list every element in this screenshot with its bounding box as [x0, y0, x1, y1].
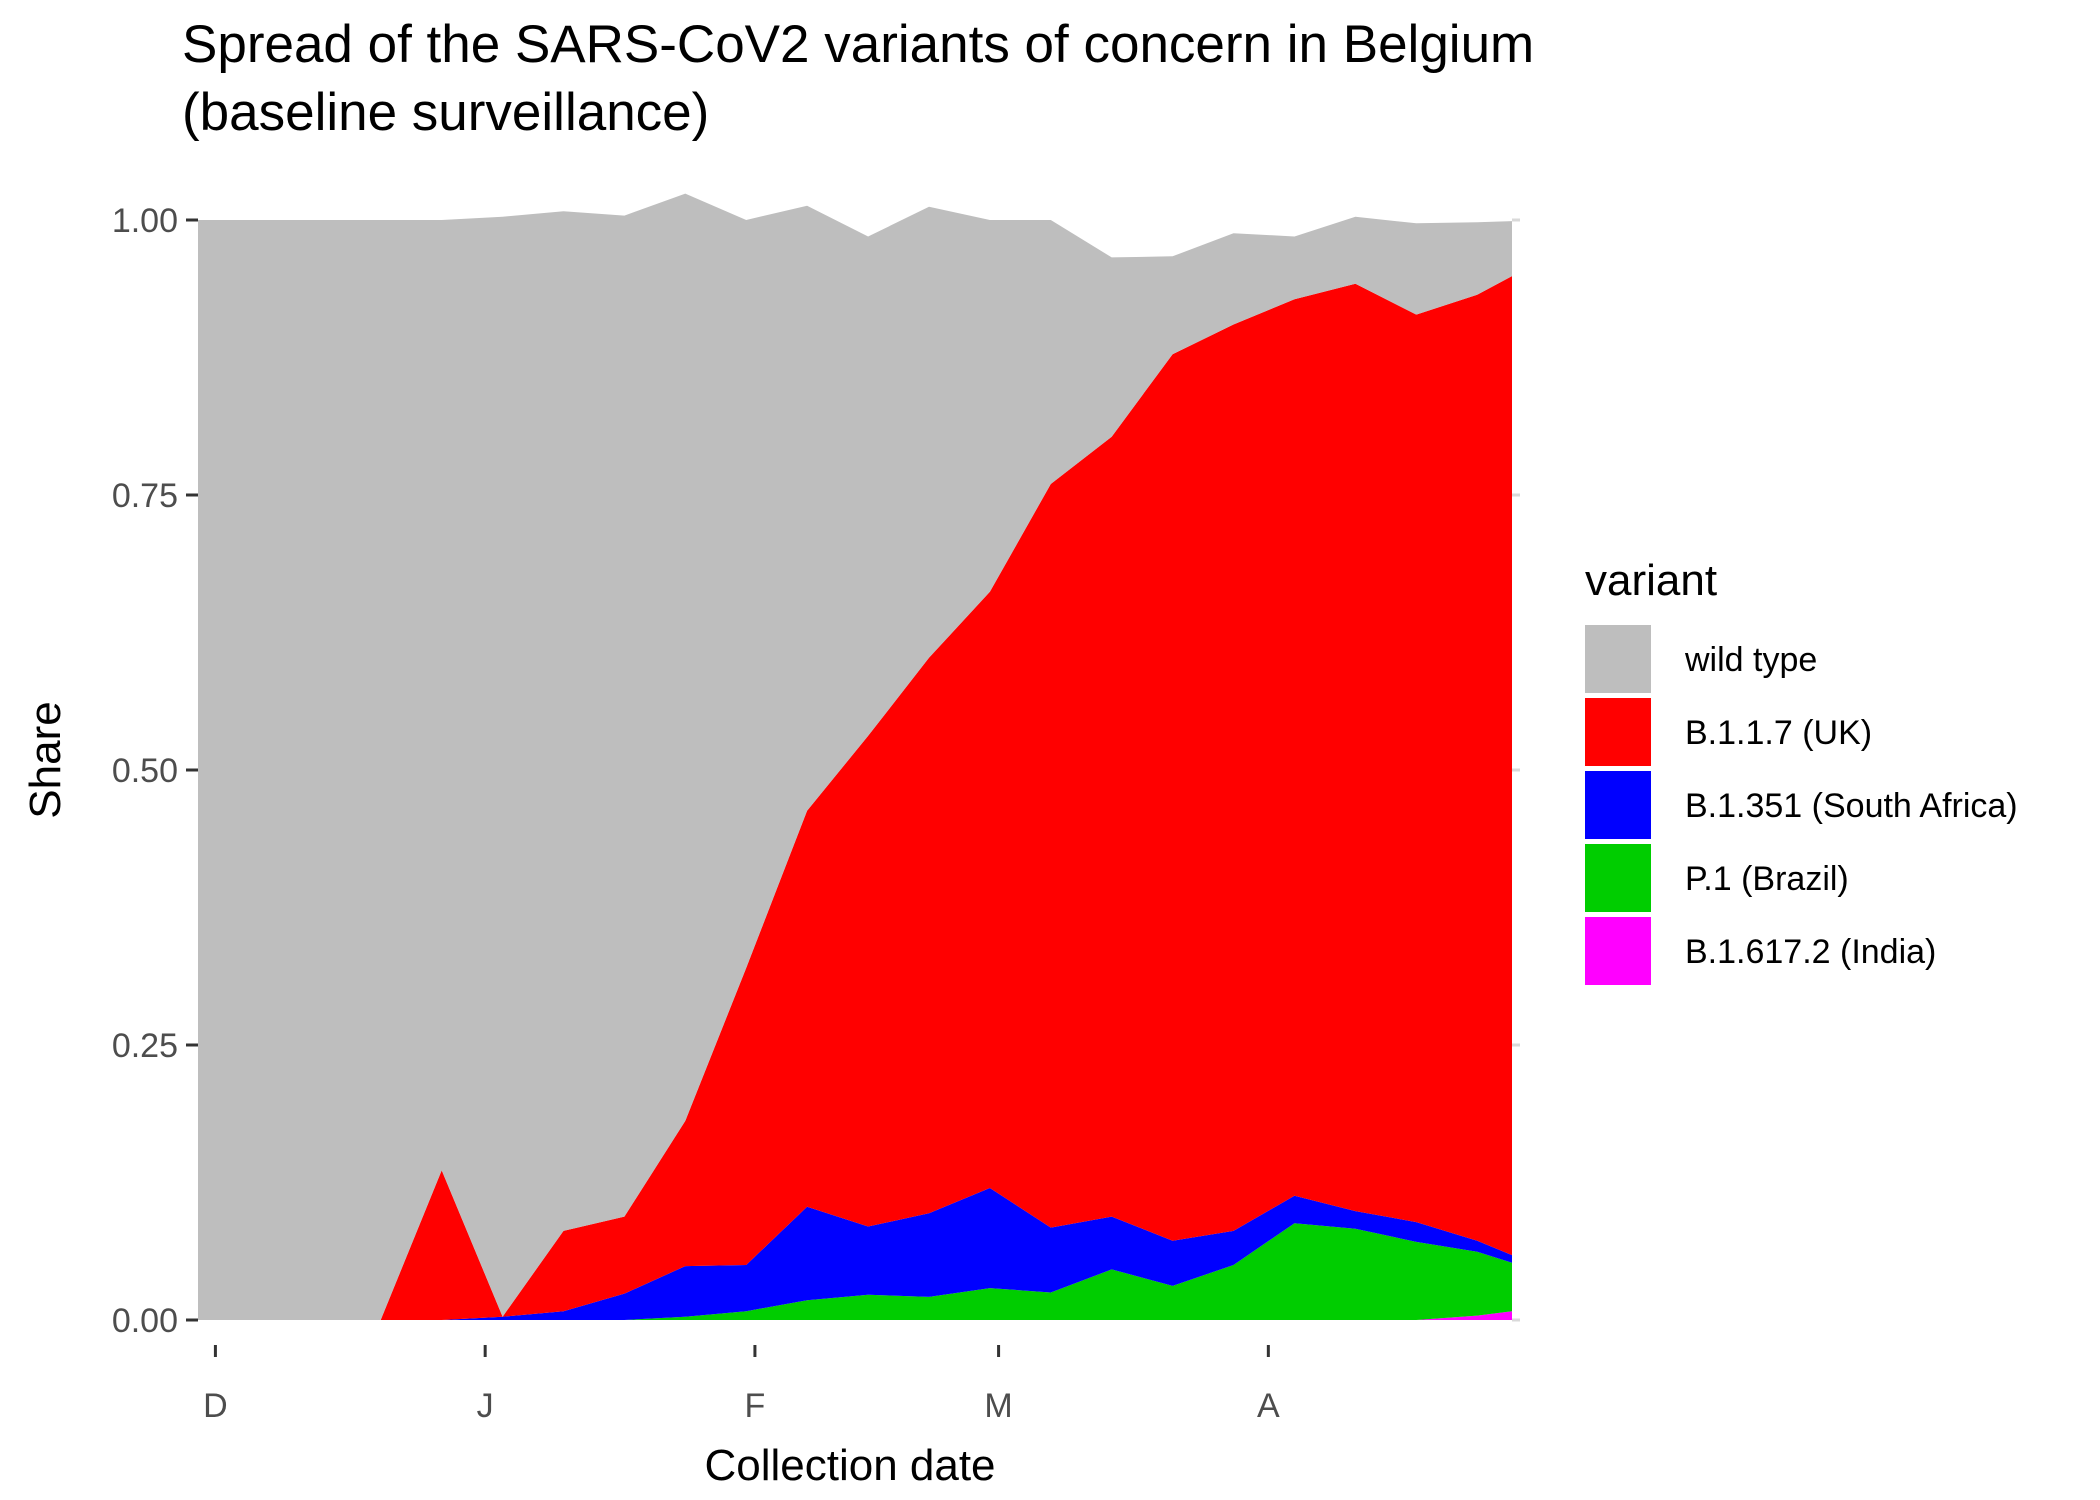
area-b-1-351-south-africa: [198, 1188, 1512, 1320]
y-axis-title: Share: [21, 701, 70, 818]
legend-swatch-b-1-1-7-uk: [1585, 698, 1651, 766]
legend-swatch-b-1-617-2-india: [1585, 917, 1651, 985]
y-tick-label: 0.75: [112, 477, 178, 515]
x-tick-label: J: [477, 1387, 494, 1425]
area-wild-type: [198, 193, 1512, 1321]
x-tick-label: D: [203, 1387, 228, 1425]
legend-swatch-wild-type: [1585, 625, 1651, 693]
legend-swatch-p-1-brazil: [1585, 844, 1651, 912]
x-axis-title: Collection date: [704, 1441, 995, 1490]
y-tick-label: 0.00: [112, 1302, 178, 1340]
legend-label-wild-type: wild type: [1684, 641, 1817, 679]
axes: 0.00 0.25 0.50 0.75 1.00 D J F M A: [112, 202, 1520, 1425]
x-tick-label: A: [1257, 1387, 1280, 1425]
legend-label-b-1-617-2-india: B.1.617.2 (India): [1685, 933, 1936, 971]
y-tick-label: 0.25: [112, 1027, 178, 1065]
legend-label-b-1-1-7-uk: B.1.1.7 (UK): [1685, 714, 1872, 752]
legend-title: variant: [1585, 556, 1717, 605]
area-layers: [198, 193, 1512, 1321]
legend-label-p-1-brazil: P.1 (Brazil): [1685, 860, 1849, 898]
area-b-1-1-7-uk: [198, 276, 1512, 1321]
y-tick-label: 0.50: [112, 752, 178, 790]
legend-swatch-b-1-351-south-africa: [1585, 771, 1651, 839]
chart-title-line-2: (baseline surveillance): [182, 83, 709, 142]
y-tick-label: 1.00: [112, 202, 178, 240]
area-p-1-brazil: [198, 1223, 1512, 1320]
x-tick-label: M: [984, 1387, 1012, 1425]
legend-label-b-1-351-south-africa: B.1.351 (South Africa): [1685, 787, 2018, 825]
x-tick-label: F: [745, 1387, 766, 1425]
legend: wild type B.1.1.7 (UK) B.1.351 (South Afri…: [1585, 625, 2018, 985]
chart-title-line-1: Spread of the SARS-CoV2 variants of conc…: [182, 15, 1534, 74]
